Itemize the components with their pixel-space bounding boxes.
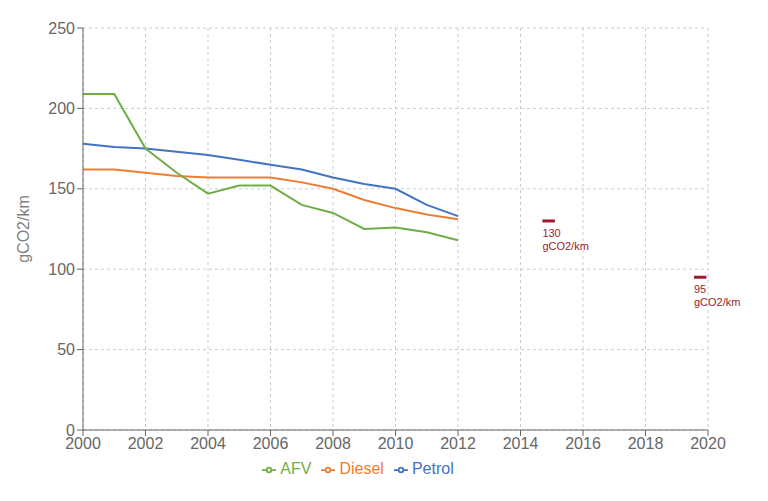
svg-text:2012: 2012 xyxy=(440,435,476,452)
svg-text:250: 250 xyxy=(48,20,75,37)
svg-text:2008: 2008 xyxy=(315,435,351,452)
svg-text:150: 150 xyxy=(48,180,75,197)
svg-text:2004: 2004 xyxy=(190,435,226,452)
svg-text:2006: 2006 xyxy=(253,435,289,452)
svg-text:130gCO2/km: 130gCO2/km xyxy=(542,227,588,252)
svg-text:50: 50 xyxy=(57,341,75,358)
html-text:AFV: AFV xyxy=(280,460,312,477)
svg-text:0: 0 xyxy=(66,422,75,439)
svg-text:2014: 2014 xyxy=(503,435,539,452)
svg-text:2020: 2020 xyxy=(690,435,726,452)
svg-text:gCO2/km: gCO2/km xyxy=(15,195,32,263)
svg-text:2000: 2000 xyxy=(65,435,101,453)
html-text:Diesel: Diesel xyxy=(339,460,384,477)
svg-text:2010: 2010 xyxy=(378,435,414,452)
svg-text:200: 200 xyxy=(48,100,75,117)
svg-text:95gCO2/km: 95gCO2/km xyxy=(694,283,740,308)
svg-text:2002: 2002 xyxy=(128,435,164,452)
svg-text:100: 100 xyxy=(48,261,75,278)
html-text:Petrol: Petrol xyxy=(411,460,454,477)
svg-text:2018: 2018 xyxy=(628,435,664,452)
svg-text:2016: 2016 xyxy=(565,435,601,452)
